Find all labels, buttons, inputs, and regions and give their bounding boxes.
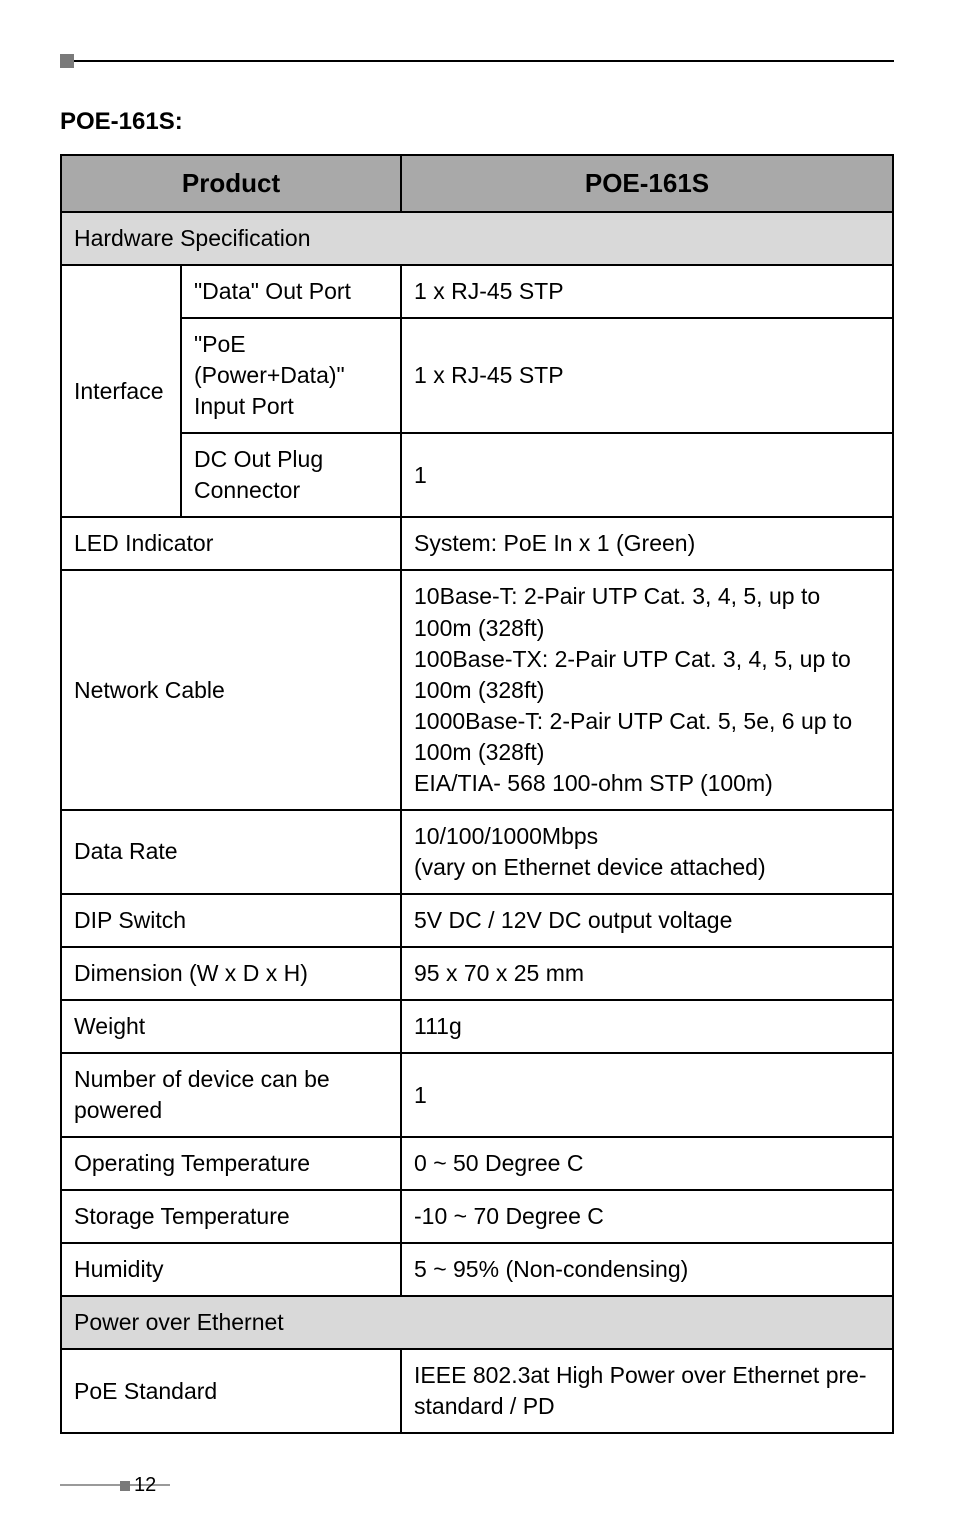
spec-table: Product POE-161S Hardware Specification …	[60, 154, 894, 1434]
humidity-value: 5 ~ 95% (Non-condensing)	[401, 1243, 893, 1296]
dc-out-plug-label: DC Out Plug Connector	[181, 433, 401, 517]
network-cable-label: Network Cable	[61, 570, 401, 809]
storage-temp-label: Storage Temperature	[61, 1190, 401, 1243]
table-row: Dimension (W x D x H) 95 x 70 x 25 mm	[61, 947, 893, 1000]
table-row: Storage Temperature -10 ~ 70 Degree C	[61, 1190, 893, 1243]
table-header-row: Product POE-161S	[61, 155, 893, 212]
table-row: Number of device can be powered 1	[61, 1053, 893, 1137]
humidity-label: Humidity	[61, 1243, 401, 1296]
table-row: Humidity 5 ~ 95% (Non-condensing)	[61, 1243, 893, 1296]
square-marker-icon	[60, 54, 74, 68]
table-row: Interface "Data" Out Port 1 x RJ-45 STP	[61, 265, 893, 318]
top-horizontal-rule	[60, 60, 894, 62]
op-temp-label: Operating Temperature	[61, 1137, 401, 1190]
data-rate-value: 10/100/1000Mbps (vary on Ethernet device…	[401, 810, 893, 894]
page-container: POE-161S: Product POE-161S Hardware Spec…	[0, 0, 954, 1527]
square-bullet-icon	[120, 1481, 130, 1491]
table-row: "PoE (Power+Data)" Input Port 1 x RJ-45 …	[61, 318, 893, 433]
data-out-port-value: 1 x RJ-45 STP	[401, 265, 893, 318]
table-row: DC Out Plug Connector 1	[61, 433, 893, 517]
poe-input-port-value: 1 x RJ-45 STP	[401, 318, 893, 433]
dip-switch-label: DIP Switch	[61, 894, 401, 947]
section-title: POE-161S:	[60, 108, 894, 136]
table-row: DIP Switch 5V DC / 12V DC output voltage	[61, 894, 893, 947]
interface-label: Interface	[61, 265, 181, 517]
section-row-poe: Power over Ethernet	[61, 1296, 893, 1349]
header-model: POE-161S	[401, 155, 893, 212]
page-footer: 12	[60, 1484, 894, 1497]
section-power-over-ethernet: Power over Ethernet	[61, 1296, 893, 1349]
storage-temp-value: -10 ~ 70 Degree C	[401, 1190, 893, 1243]
weight-value: 111g	[401, 1000, 893, 1053]
table-row: LED Indicator System: PoE In x 1 (Green)	[61, 517, 893, 570]
dc-out-plug-value: 1	[401, 433, 893, 517]
poe-standard-value: IEEE 802.3at High Power over Ethernet pr…	[401, 1349, 893, 1433]
header-product: Product	[61, 155, 401, 212]
dip-switch-value: 5V DC / 12V DC output voltage	[401, 894, 893, 947]
led-indicator-label: LED Indicator	[61, 517, 401, 570]
dimension-value: 95 x 70 x 25 mm	[401, 947, 893, 1000]
network-cable-value: 10Base-T: 2-Pair UTP Cat. 3, 4, 5, up to…	[401, 570, 893, 809]
num-device-label: Number of device can be powered	[61, 1053, 401, 1137]
data-out-port-label: "Data" Out Port	[181, 265, 401, 318]
page-number-text: 12	[134, 1474, 156, 1496]
page-number: 12	[120, 1474, 894, 1497]
led-indicator-value: System: PoE In x 1 (Green)	[401, 517, 893, 570]
table-row: Data Rate 10/100/1000Mbps (vary on Ether…	[61, 810, 893, 894]
num-device-value: 1	[401, 1053, 893, 1137]
section-row-hardware: Hardware Specification	[61, 212, 893, 265]
weight-label: Weight	[61, 1000, 401, 1053]
table-row: PoE Standard IEEE 802.3at High Power ove…	[61, 1349, 893, 1433]
table-row: Weight 111g	[61, 1000, 893, 1053]
data-rate-label: Data Rate	[61, 810, 401, 894]
dimension-label: Dimension (W x D x H)	[61, 947, 401, 1000]
top-rule	[60, 60, 894, 68]
poe-standard-label: PoE Standard	[61, 1349, 401, 1433]
table-row: Network Cable 10Base-T: 2-Pair UTP Cat. …	[61, 570, 893, 809]
poe-input-port-label: "PoE (Power+Data)" Input Port	[181, 318, 401, 433]
table-row: Operating Temperature 0 ~ 50 Degree C	[61, 1137, 893, 1190]
op-temp-value: 0 ~ 50 Degree C	[401, 1137, 893, 1190]
section-hardware-spec: Hardware Specification	[61, 212, 893, 265]
